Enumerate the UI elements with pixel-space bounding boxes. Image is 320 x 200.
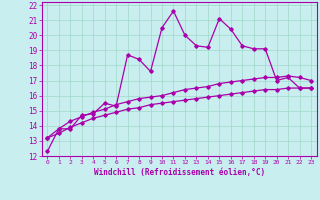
X-axis label: Windchill (Refroidissement éolien,°C): Windchill (Refroidissement éolien,°C) xyxy=(94,168,265,177)
